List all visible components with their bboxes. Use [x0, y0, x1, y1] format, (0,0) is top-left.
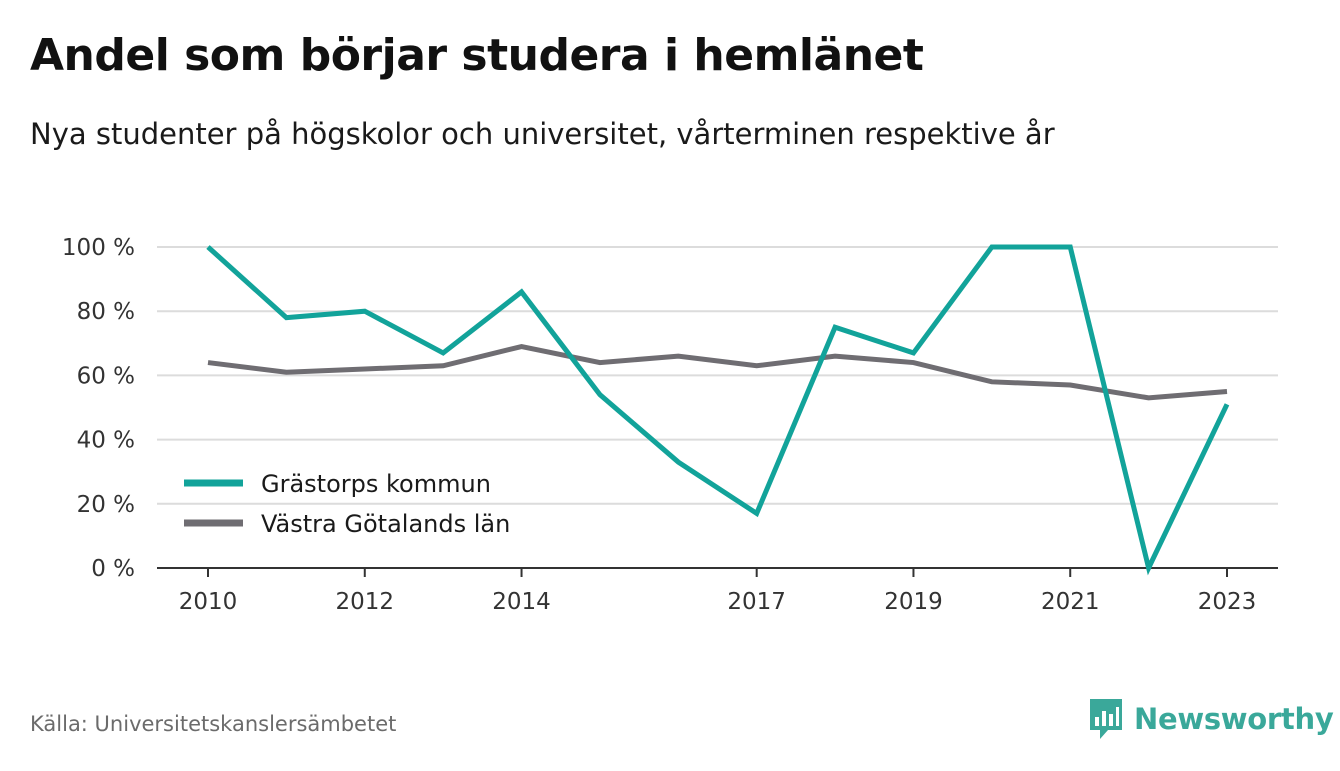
source-note: Källa: Universitetskanslersämbetet	[30, 712, 397, 736]
y-tick-label: 40 %	[77, 428, 135, 454]
legend: Grästorps kommun Västra Götalands län	[184, 470, 510, 538]
y-tick-label: 20 %	[77, 492, 135, 518]
brand-logo: Newsworthy	[1088, 697, 1334, 741]
x-tick-label: 2012	[335, 589, 394, 615]
x-tick-label: 2019	[884, 589, 943, 615]
y-tick-label: 80 %	[77, 299, 135, 325]
series-line-grastorps-kommun	[206, 244, 1230, 576]
x-tick-label: 2010	[179, 589, 238, 615]
x-tick-label: 2017	[727, 589, 786, 615]
axes: 0 % 20 % 40 % 60 % 80 % 100 % 2010 2012 2014 2017…	[62, 235, 1278, 615]
series-lines	[206, 244, 1230, 576]
chart-title: Andel som börjar studera i hemlänet	[30, 30, 924, 81]
y-tick-label: 60 %	[77, 363, 135, 389]
x-tick-label: 2021	[1041, 589, 1100, 615]
y-tick-label: 0 %	[91, 556, 135, 582]
line-chart: 0 % 20 % 40 % 60 % 80 % 100 % 2010 2012 2014 2017…	[62, 235, 1278, 615]
chart-subtitle: Nya studenter på högskolor och universit…	[30, 117, 1055, 151]
x-tick-label: 2023	[1198, 589, 1257, 615]
legend-label: Grästorps kommun	[261, 470, 491, 498]
series-line-vastra-gotalands-lan	[207, 343, 1228, 401]
y-tick-label: 100 %	[62, 235, 135, 261]
x-tick-label: 2014	[492, 589, 551, 615]
gridlines	[157, 246, 1278, 505]
legend-label: Västra Götalands län	[261, 510, 510, 538]
bar-chart-speech-bubble-icon	[1090, 699, 1122, 739]
brand-name: Newsworthy	[1134, 702, 1334, 736]
